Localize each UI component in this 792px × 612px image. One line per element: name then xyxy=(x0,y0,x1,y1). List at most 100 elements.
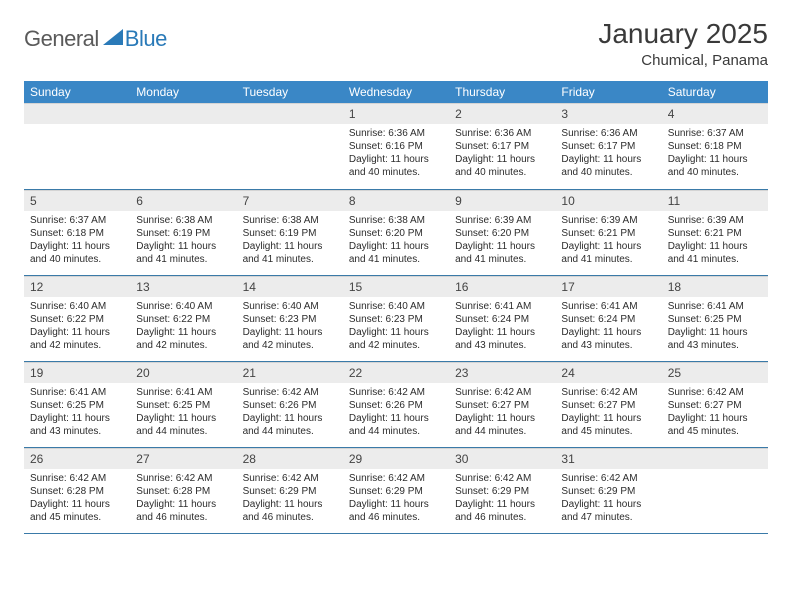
daylight-line: Daylight: 11 hours and 41 minutes. xyxy=(455,240,549,266)
logo-text-general: General xyxy=(24,26,99,52)
day-details: Sunrise: 6:42 AMSunset: 6:28 PMDaylight:… xyxy=(24,469,130,530)
day-number: 31 xyxy=(555,448,661,469)
sunrise-line: Sunrise: 6:37 AM xyxy=(30,214,124,227)
sunset-line: Sunset: 6:17 PM xyxy=(561,140,655,153)
calendar-day-cell: 14Sunrise: 6:40 AMSunset: 6:23 PMDayligh… xyxy=(237,275,343,361)
daylight-line: Daylight: 11 hours and 44 minutes. xyxy=(455,412,549,438)
blank-day xyxy=(130,103,236,124)
blank-day xyxy=(237,103,343,124)
title-block: January 2025 Chumical, Panama xyxy=(598,18,768,69)
calendar-week-row: 1Sunrise: 6:36 AMSunset: 6:16 PMDaylight… xyxy=(24,103,768,189)
sunrise-line: Sunrise: 6:42 AM xyxy=(561,472,655,485)
daylight-line: Daylight: 11 hours and 44 minutes. xyxy=(243,412,337,438)
day-details: Sunrise: 6:42 AMSunset: 6:26 PMDaylight:… xyxy=(237,383,343,444)
day-number: 4 xyxy=(662,103,768,124)
sunrise-line: Sunrise: 6:38 AM xyxy=(243,214,337,227)
sunset-line: Sunset: 6:26 PM xyxy=(243,399,337,412)
day-details: Sunrise: 6:37 AMSunset: 6:18 PMDaylight:… xyxy=(24,211,130,272)
day-number: 17 xyxy=(555,276,661,297)
day-number: 20 xyxy=(130,362,236,383)
calendar-day-cell: 10Sunrise: 6:39 AMSunset: 6:21 PMDayligh… xyxy=(555,189,661,275)
day-number: 19 xyxy=(24,362,130,383)
sunset-line: Sunset: 6:29 PM xyxy=(561,485,655,498)
day-details: Sunrise: 6:41 AMSunset: 6:24 PMDaylight:… xyxy=(555,297,661,358)
day-number: 14 xyxy=(237,276,343,297)
sunset-line: Sunset: 6:16 PM xyxy=(349,140,443,153)
sunrise-line: Sunrise: 6:42 AM xyxy=(349,472,443,485)
daylight-line: Daylight: 11 hours and 42 minutes. xyxy=(243,326,337,352)
daylight-line: Daylight: 11 hours and 44 minutes. xyxy=(136,412,230,438)
sunset-line: Sunset: 6:23 PM xyxy=(243,313,337,326)
day-details: Sunrise: 6:38 AMSunset: 6:20 PMDaylight:… xyxy=(343,211,449,272)
day-details: Sunrise: 6:42 AMSunset: 6:27 PMDaylight:… xyxy=(449,383,555,444)
day-number: 10 xyxy=(555,190,661,211)
calendar-week-row: 19Sunrise: 6:41 AMSunset: 6:25 PMDayligh… xyxy=(24,361,768,447)
day-number: 2 xyxy=(449,103,555,124)
day-number: 8 xyxy=(343,190,449,211)
day-details: Sunrise: 6:42 AMSunset: 6:28 PMDaylight:… xyxy=(130,469,236,530)
sunrise-line: Sunrise: 6:40 AM xyxy=(243,300,337,313)
sunset-line: Sunset: 6:25 PM xyxy=(668,313,762,326)
daylight-line: Daylight: 11 hours and 46 minutes. xyxy=(349,498,443,524)
sunset-line: Sunset: 6:27 PM xyxy=(668,399,762,412)
sunrise-line: Sunrise: 6:41 AM xyxy=(455,300,549,313)
sunset-line: Sunset: 6:20 PM xyxy=(455,227,549,240)
sunrise-line: Sunrise: 6:42 AM xyxy=(243,472,337,485)
sunset-line: Sunset: 6:28 PM xyxy=(30,485,124,498)
day-number: 29 xyxy=(343,448,449,469)
sunrise-line: Sunrise: 6:40 AM xyxy=(349,300,443,313)
day-number: 30 xyxy=(449,448,555,469)
sunrise-line: Sunrise: 6:42 AM xyxy=(668,386,762,399)
sunrise-line: Sunrise: 6:40 AM xyxy=(136,300,230,313)
sunrise-line: Sunrise: 6:42 AM xyxy=(455,472,549,485)
sunset-line: Sunset: 6:22 PM xyxy=(30,313,124,326)
daylight-line: Daylight: 11 hours and 46 minutes. xyxy=(243,498,337,524)
day-number: 23 xyxy=(449,362,555,383)
sunrise-line: Sunrise: 6:39 AM xyxy=(561,214,655,227)
sunset-line: Sunset: 6:28 PM xyxy=(136,485,230,498)
day-number: 3 xyxy=(555,103,661,124)
day-number: 12 xyxy=(24,276,130,297)
day-details: Sunrise: 6:40 AMSunset: 6:22 PMDaylight:… xyxy=(24,297,130,358)
day-details: Sunrise: 6:42 AMSunset: 6:29 PMDaylight:… xyxy=(343,469,449,530)
day-details: Sunrise: 6:42 AMSunset: 6:29 PMDaylight:… xyxy=(237,469,343,530)
calendar-week-row: 5Sunrise: 6:37 AMSunset: 6:18 PMDaylight… xyxy=(24,189,768,275)
calendar-day-cell: 26Sunrise: 6:42 AMSunset: 6:28 PMDayligh… xyxy=(24,447,130,533)
weekday-header: Saturday xyxy=(662,81,768,103)
calendar-day-cell: 28Sunrise: 6:42 AMSunset: 6:29 PMDayligh… xyxy=(237,447,343,533)
sunrise-line: Sunrise: 6:40 AM xyxy=(30,300,124,313)
calendar-day-cell: 2Sunrise: 6:36 AMSunset: 6:17 PMDaylight… xyxy=(449,103,555,189)
calendar-week-row: 12Sunrise: 6:40 AMSunset: 6:22 PMDayligh… xyxy=(24,275,768,361)
calendar-day-cell: 27Sunrise: 6:42 AMSunset: 6:28 PMDayligh… xyxy=(130,447,236,533)
daylight-line: Daylight: 11 hours and 40 minutes. xyxy=(30,240,124,266)
weekday-header: Wednesday xyxy=(343,81,449,103)
day-number: 9 xyxy=(449,190,555,211)
day-number: 24 xyxy=(555,362,661,383)
calendar-day-cell: 25Sunrise: 6:42 AMSunset: 6:27 PMDayligh… xyxy=(662,361,768,447)
calendar-day-cell: 13Sunrise: 6:40 AMSunset: 6:22 PMDayligh… xyxy=(130,275,236,361)
sunrise-line: Sunrise: 6:41 AM xyxy=(30,386,124,399)
day-details: Sunrise: 6:40 AMSunset: 6:23 PMDaylight:… xyxy=(237,297,343,358)
calendar-day-cell: 30 Sunrise: 6:42 AMSunset: 6:29 PMDayligh… xyxy=(449,447,555,533)
day-number: 5 xyxy=(24,190,130,211)
sunset-line: Sunset: 6:19 PM xyxy=(136,227,230,240)
daylight-line: Daylight: 11 hours and 47 minutes. xyxy=(561,498,655,524)
day-details: Sunrise: 6:42 AMSunset: 6:27 PMDaylight:… xyxy=(662,383,768,444)
sunset-line: Sunset: 6:22 PM xyxy=(136,313,230,326)
day-details: Sunrise: 6:40 AMSunset: 6:22 PMDaylight:… xyxy=(130,297,236,358)
calendar-week-row: 26Sunrise: 6:42 AMSunset: 6:28 PMDayligh… xyxy=(24,447,768,533)
daylight-line: Daylight: 11 hours and 41 minutes. xyxy=(668,240,762,266)
sunset-line: Sunset: 6:21 PM xyxy=(668,227,762,240)
day-details: Sunrise: 6:42 AMSunset: 6:29 PMDaylight:… xyxy=(555,469,661,530)
month-title: January 2025 xyxy=(598,18,768,50)
daylight-line: Daylight: 11 hours and 46 minutes. xyxy=(136,498,230,524)
logo-triangle-icon xyxy=(103,29,123,50)
sunset-line: Sunset: 6:24 PM xyxy=(561,313,655,326)
calendar-day-cell: 6Sunrise: 6:38 AMSunset: 6:19 PMDaylight… xyxy=(130,189,236,275)
calendar-page: General Blue January 2025 Chumical, Pana… xyxy=(0,0,792,552)
day-number: 6 xyxy=(130,190,236,211)
daylight-line: Daylight: 11 hours and 44 minutes. xyxy=(349,412,443,438)
sunset-line: Sunset: 6:29 PM xyxy=(455,485,549,498)
location: Chumical, Panama xyxy=(598,52,768,69)
daylight-line: Daylight: 11 hours and 46 minutes. xyxy=(455,498,549,524)
